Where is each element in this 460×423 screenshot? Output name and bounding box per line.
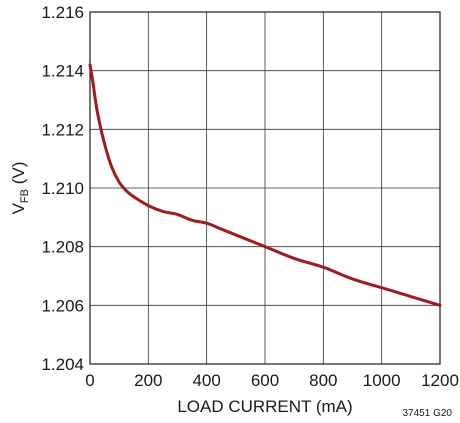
y-tick-label: 1.210 (41, 179, 84, 198)
plot-frame (89, 11, 441, 365)
x-tick-label: 600 (251, 371, 279, 390)
y-tick-label: 1.206 (41, 296, 84, 315)
figure-id: 37451 G20 (403, 408, 453, 419)
y-axis-label-unit: (V) (9, 162, 28, 189)
x-tick-label: 800 (309, 371, 337, 390)
y-tick-labels: 1.204 1.206 1.208 1.210 1.212 1.214 1.216 (41, 3, 84, 374)
y-axis-label-main: V (9, 202, 28, 214)
x-tick-label: 400 (192, 371, 220, 390)
y-tick-label: 1.212 (41, 120, 84, 139)
x-tick-label: 200 (134, 371, 162, 390)
y-tick-label: 1.214 (41, 62, 84, 81)
x-tick-label: 1000 (363, 371, 401, 390)
series-line (88, 63, 442, 307)
x-tick-labels: 0 200 400 600 800 1000 1200 (85, 371, 459, 390)
x-tick-label: 0 (85, 371, 94, 390)
grid (90, 12, 440, 364)
y-tick-label: 1.204 (41, 355, 84, 374)
y-tick-label: 1.208 (41, 238, 84, 257)
x-tick-label: 1200 (421, 371, 459, 390)
y-tick-label: 1.216 (41, 3, 84, 22)
x-axis-label: LOAD CURRENT (mA) (177, 397, 352, 416)
y-axis-label: VFB (V) (9, 162, 31, 215)
series-layer (88, 63, 442, 307)
y-axis-label-subscript: FB (19, 189, 31, 203)
